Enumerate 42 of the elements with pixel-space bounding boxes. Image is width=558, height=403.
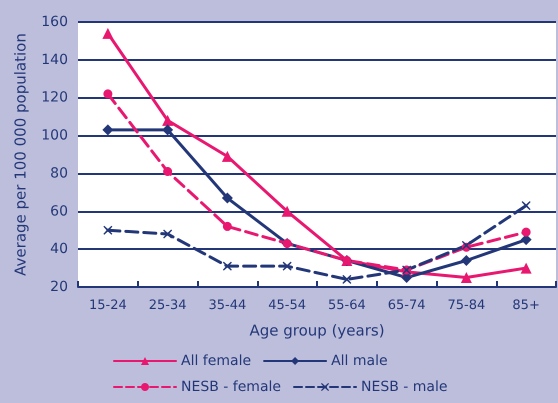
point <box>342 274 352 284</box>
y-tick-label: 60 <box>50 203 68 220</box>
point <box>103 89 112 98</box>
point <box>163 230 172 238</box>
y-tick-label: 40 <box>50 241 68 258</box>
point <box>460 272 472 284</box>
point <box>103 226 112 235</box>
x-tick-label: 25-34 <box>148 298 187 313</box>
y-tick-label: 100 <box>41 128 68 144</box>
point <box>282 206 293 217</box>
legend-label: NESB - female <box>181 379 282 395</box>
point <box>222 222 232 231</box>
point <box>163 167 172 176</box>
x-tick-label: 45-54 <box>268 298 306 313</box>
legend-label: NESB - male <box>361 379 448 395</box>
point <box>282 262 292 271</box>
x-tick-label: 35-44 <box>208 298 246 313</box>
point <box>102 124 114 136</box>
y-tick-label: 20 <box>50 279 68 295</box>
point <box>162 124 174 136</box>
x-tick-label: 85+ <box>512 298 540 313</box>
x-tick-label: 75-84 <box>447 298 486 313</box>
point <box>460 255 472 266</box>
point <box>222 150 233 162</box>
point <box>222 192 233 204</box>
point <box>162 114 174 126</box>
point <box>222 262 232 271</box>
y-tick-label: 140 <box>41 52 68 68</box>
point <box>520 262 532 274</box>
x-tick-label: 55-64 <box>328 298 366 313</box>
x-tick-label: 15-24 <box>88 298 127 313</box>
point <box>102 28 114 39</box>
legend-label: All female <box>181 353 252 369</box>
y-tick-label: 160 <box>41 14 68 30</box>
point <box>522 201 531 210</box>
point <box>522 228 531 237</box>
y-tick-label: 80 <box>50 165 68 182</box>
x-axis-title: Age group (years) <box>249 322 385 340</box>
y-axis-title: Average per 100 000 population <box>12 33 30 276</box>
legend-label: All male <box>331 353 388 369</box>
y-tick-label: 120 <box>41 90 68 106</box>
x-tick-label: 65-74 <box>388 298 426 313</box>
